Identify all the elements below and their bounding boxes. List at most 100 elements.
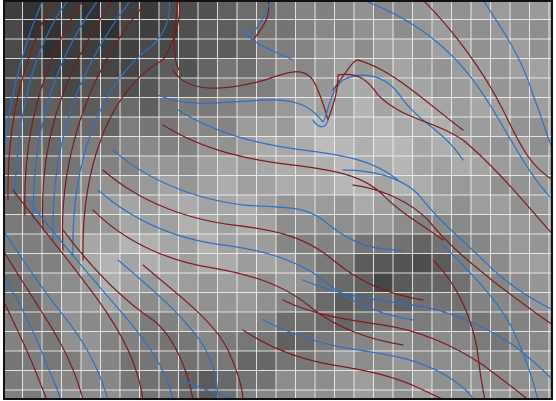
- raster-cell-555: [81, 370, 102, 391]
- raster-cell-499: [120, 331, 141, 352]
- raster-cell-144: [549, 78, 553, 99]
- map-canvas[interactable]: [3, 0, 553, 400]
- raster-cell-186: [237, 117, 258, 138]
- raster-cell-451: [315, 292, 336, 313]
- raster-cell-31: [42, 19, 63, 40]
- raster-cell-95: [159, 58, 180, 79]
- raster-cell-397: [393, 253, 414, 274]
- raster-cell-558: [139, 370, 160, 391]
- raster-cell-336: [334, 214, 355, 235]
- raster-cell-138: [432, 78, 453, 99]
- raster-cell-446: [217, 292, 238, 313]
- raster-cell-285: [471, 175, 492, 196]
- raster-cell-481: [334, 312, 355, 333]
- raster-cell-476: [237, 312, 258, 333]
- raster-cell-565: [276, 370, 297, 391]
- raster-cell-276: [295, 175, 316, 196]
- raster-cell-344: [490, 214, 511, 235]
- raster-cell-378: [22, 253, 43, 274]
- raster-cell-28: [549, 0, 553, 21]
- raster-cell-271: [198, 175, 219, 196]
- raster-cell-335: [315, 214, 336, 235]
- raster-cell-419: [256, 273, 277, 294]
- raster-cell-306: [315, 195, 336, 216]
- raster-cell-458: [451, 292, 472, 313]
- raster-cell-593: [256, 390, 277, 400]
- raster-cell-107: [393, 58, 414, 79]
- contour-line-red-43: [432, 259, 486, 400]
- raster-cell-319: [3, 214, 24, 235]
- raster-cell-153: [159, 97, 180, 118]
- raster-cell-15: [295, 0, 316, 21]
- raster-cell-372: [471, 234, 492, 255]
- raster-cell-583: [61, 390, 82, 400]
- raster-cell-102: [295, 58, 316, 79]
- raster-cell-472: [159, 312, 180, 333]
- contour-line-red-28: [352, 184, 553, 326]
- raster-cell-221: [354, 136, 375, 157]
- raster-cell-391: [276, 253, 297, 274]
- raster-cell-290: [3, 195, 24, 216]
- raster-cell-187: [256, 117, 277, 138]
- raster-cell-261: [3, 175, 24, 196]
- raster-cell-586: [120, 390, 141, 400]
- raster-cell-96: [178, 58, 199, 79]
- contour-line-blue-21: [112, 149, 404, 251]
- raster-cell-595: [295, 390, 316, 400]
- raster-cell-411: [100, 273, 121, 294]
- raster-cell-139: [451, 78, 472, 99]
- raster-cell-180: [120, 117, 141, 138]
- raster-cell-580: [3, 390, 24, 400]
- raster-cell-327: [159, 214, 180, 235]
- raster-cell-540: [354, 351, 375, 372]
- map-viewport[interactable]: [3, 0, 553, 400]
- raster-cell-78: [393, 39, 414, 60]
- raster-cell-356: [159, 234, 180, 255]
- raster-cell-171: [510, 97, 531, 118]
- raster-cell-23: [451, 0, 472, 21]
- raster-cell-141: [490, 78, 511, 99]
- raster-cell-267: [120, 175, 141, 196]
- raster-cell-345: [510, 214, 531, 235]
- raster-cell-430: [471, 273, 492, 294]
- raster-cell-448: [256, 292, 277, 313]
- raster-cell-491: [529, 312, 550, 333]
- raster-cell-162: [334, 97, 355, 118]
- raster-cell-600: [393, 390, 414, 400]
- raster-cell-155: [198, 97, 219, 118]
- contour-line-blue-27: [342, 169, 553, 311]
- raster-cell-134: [354, 78, 375, 99]
- raster-cell-605: [490, 390, 511, 400]
- raster-cell-594: [276, 390, 297, 400]
- raster-cell-483: [373, 312, 394, 333]
- raster-cell-283: [432, 175, 453, 196]
- raster-cell-392: [295, 253, 316, 274]
- raster-cell-403: [510, 253, 531, 274]
- raster-cell-339: [393, 214, 414, 235]
- raster-cell-279: [354, 175, 375, 196]
- contour-line-red-33: [12, 189, 144, 400]
- contour-line-red-24: [92, 209, 404, 346]
- raster-cell-529: [139, 351, 160, 372]
- contour-line-blue-18: [362, 0, 553, 201]
- raster-cell-465: [22, 312, 43, 333]
- raster-cell-140: [471, 78, 492, 99]
- raster-cell-549: [529, 351, 550, 372]
- raster-cell-92: [100, 58, 121, 79]
- raster-cell-263: [42, 175, 63, 196]
- raster-cell-227: [471, 136, 492, 157]
- raster-cell-506: [256, 331, 277, 352]
- raster-cell-334: [295, 214, 316, 235]
- raster-cell-80: [432, 39, 453, 60]
- raster-cell-489: [490, 312, 511, 333]
- raster-cell-561: [198, 370, 219, 391]
- raster-cell-303: [256, 195, 277, 216]
- raster-cell-544: [432, 351, 453, 372]
- raster-cell-507: [276, 331, 297, 352]
- raster-cell-181: [139, 117, 160, 138]
- raster-cell-525: [61, 351, 82, 372]
- raster-cell-432: [510, 273, 531, 294]
- raster-cell-293: [61, 195, 82, 216]
- raster-cell-566: [295, 370, 316, 391]
- raster-cell-86: [549, 39, 553, 60]
